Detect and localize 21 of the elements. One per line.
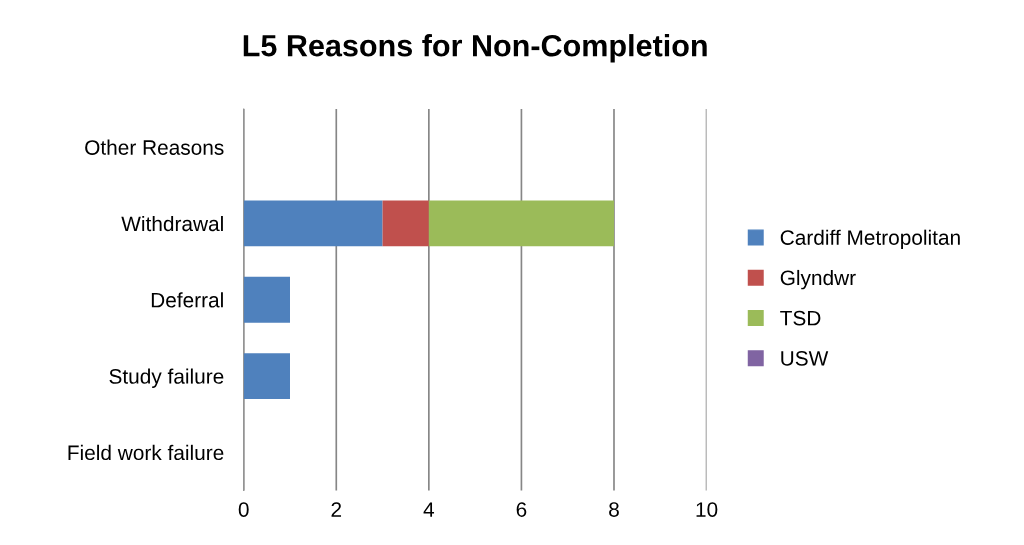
y-tick-label: Study failure (109, 368, 224, 388)
legend-label: Cardiff Metropolitan (780, 229, 960, 250)
legend-label: USW (781, 350, 829, 366)
bar (428, 200, 614, 247)
y-tick-label: Other Reasons (85, 139, 224, 155)
x-tick-label: 4 (423, 502, 435, 517)
chart-title: L5 Reasons for Non-Completion (243, 34, 707, 63)
y-tick-label: Deferral (151, 292, 223, 308)
x-tick-label: 2 (331, 502, 342, 517)
x-tick-label: 10 (696, 502, 718, 517)
legend-label: TSD (780, 310, 821, 326)
bar (243, 353, 290, 399)
legend-label: Glyndwr (780, 269, 856, 290)
bar (243, 276, 290, 323)
y-tick-label: Field work failure (68, 444, 224, 461)
bar (243, 200, 383, 247)
x-tick-label: 0 (238, 502, 249, 517)
x-tick-label: 8 (609, 502, 619, 517)
x-tick-label: 6 (516, 502, 527, 517)
bar (382, 200, 429, 247)
y-tick-label: Withdrawal (121, 215, 223, 232)
